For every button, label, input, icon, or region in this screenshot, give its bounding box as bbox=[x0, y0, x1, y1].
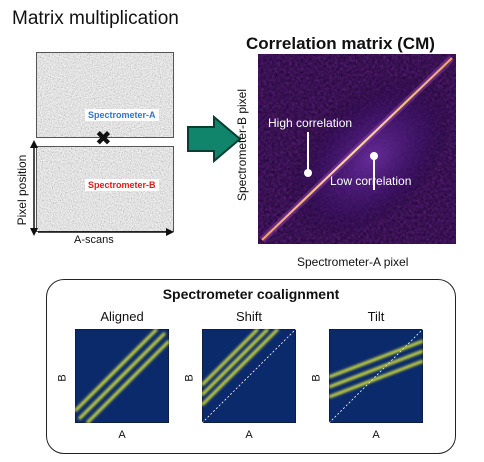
aligned-plot bbox=[75, 329, 169, 423]
shift-a-label: A bbox=[202, 429, 296, 441]
shift-title: Shift bbox=[202, 309, 296, 324]
pixel-position-arrow bbox=[28, 140, 40, 236]
page-title: Matrix multiplication bbox=[12, 8, 179, 30]
tilt-b-label: B bbox=[311, 374, 323, 381]
tilt-a-label: A bbox=[329, 429, 423, 441]
ascans-label: A-scans bbox=[74, 234, 114, 246]
spectrometer-b-label: Spectrometer-B bbox=[85, 179, 159, 191]
aligned-a-label: A bbox=[75, 429, 169, 441]
cm-x-axis-label: Spectrometer-A pixel bbox=[297, 255, 408, 269]
shift-b-label: B bbox=[184, 374, 196, 381]
high-correlation-label: High correlation bbox=[268, 116, 352, 130]
coalignment-title: Spectrometer coalignment bbox=[47, 286, 455, 302]
tilt-plot bbox=[329, 329, 423, 423]
coalignment-panel: Spectrometer coalignment Aligned B A Shi… bbox=[46, 279, 456, 454]
tilt-title: Tilt bbox=[329, 309, 423, 324]
spectrometer-a-label: Spectrometer-A bbox=[85, 109, 159, 121]
low-correlation-label: Low correlation bbox=[330, 174, 411, 188]
cm-y-axis-label: Spectrometer-B pixel bbox=[235, 89, 249, 201]
aligned-b-label: B bbox=[57, 374, 69, 381]
shift-plot bbox=[202, 329, 296, 423]
pixel-position-label: Pixel position bbox=[15, 155, 29, 226]
right-arrow-icon bbox=[186, 115, 242, 163]
spectrometer-b-image: Spectrometer-B bbox=[36, 146, 174, 232]
high-correlation-pointer bbox=[298, 130, 314, 180]
aligned-title: Aligned bbox=[75, 309, 169, 324]
cm-title: Correlation matrix (CM) bbox=[246, 34, 435, 54]
correlation-matrix-image: High correlation Low correlation bbox=[258, 54, 456, 244]
